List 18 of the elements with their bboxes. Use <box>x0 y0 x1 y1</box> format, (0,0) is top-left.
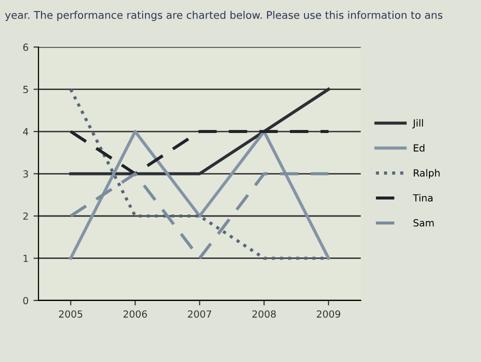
y-tick-label: 3 <box>23 170 28 178</box>
legend-label: Jill <box>412 119 423 128</box>
x-tick-label: 2009 <box>316 310 340 318</box>
y-tick-label: 1 <box>24 254 28 262</box>
y-tick-label: 2 <box>23 212 28 220</box>
x-tick-label: 2008 <box>252 310 276 318</box>
y-tick-label: 6 <box>23 44 28 51</box>
legend-label: Ed <box>414 144 424 152</box>
legend-label: Tina <box>412 194 432 202</box>
y-tick-label: 5 <box>23 86 28 94</box>
legend-label: Ralph <box>414 169 440 178</box>
y-tick-label: 0 <box>23 296 28 304</box>
text: year. The performance ratings are charted below. Please use this information to ans <box>5 10 442 21</box>
x-tick-label: 2006 <box>124 310 147 318</box>
x-tick-label: 2007 <box>188 310 212 318</box>
legend-label: Sam <box>414 219 434 227</box>
x-tick-label: 2005 <box>59 310 82 318</box>
y-tick-label: 4 <box>23 128 28 136</box>
